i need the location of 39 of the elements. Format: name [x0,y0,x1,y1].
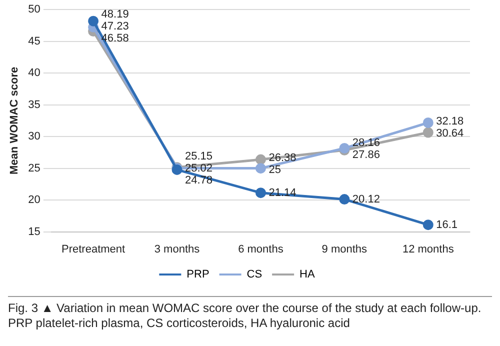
data-label: 20.12 [352,193,380,206]
x-tick-label: 3 months [154,243,200,256]
y-tick-label: 50 [28,4,40,16]
y-tick-label: 25 [28,162,40,174]
y-tick-label: 35 [28,98,40,111]
point [255,163,266,174]
x-tick-label: 6 months [238,243,284,256]
point [339,194,350,205]
point [422,220,434,230]
x-tick-label: Pretreatment [61,243,126,256]
x-tick-label: 12 months [402,243,454,256]
data-label: 48.19 [101,8,129,21]
data-label: 26.38 [268,152,296,164]
data-label: 27.86 [352,149,380,162]
point [422,127,434,138]
point [88,16,99,26]
x-tick-label: 9 months [322,243,368,256]
data-label: 25.02 [185,162,213,174]
data-label: 16.1 [436,218,458,231]
caption: Fig. 3 ▲ Variation in mean WOMAC score over the course of the study at each follow-up. PRP platelet-rich plasma, CS corticosteroids, HA hyaluronic acid [8,301,482,331]
point [422,117,434,128]
y-tick-label: 15 [28,226,40,238]
legend-label: CS [246,268,262,281]
legend-label: PRP [186,268,210,281]
data-label: 25.15 [185,150,213,162]
y-tick-label: 30 [28,130,40,143]
y-tick-label: 20 [28,194,40,206]
data-label: 25 [268,164,281,176]
legend-label: HA [300,268,316,281]
data-label: 30.64 [436,128,464,140]
data-label: 24.78 [185,174,213,186]
y-tick-label: 45 [28,35,40,48]
y-axis-title: Mean WOMAC score [8,66,21,174]
point [255,188,266,198]
point [255,154,266,165]
data-label: 47.23 [101,20,129,33]
data-label: 28.16 [352,137,380,150]
data-label: 32.18 [436,116,464,128]
y-tick-label: 40 [28,67,40,80]
